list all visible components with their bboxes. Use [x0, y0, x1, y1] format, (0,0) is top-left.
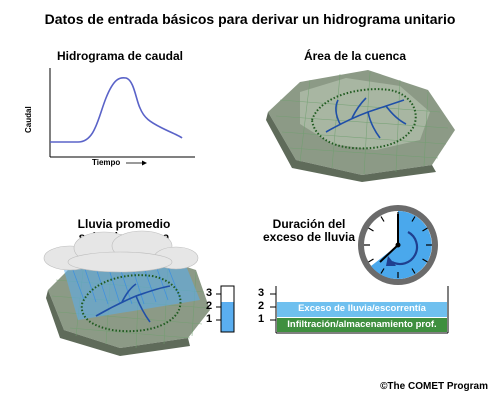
rain-title-line1: Lluvia promedio: [77, 217, 171, 231]
clock-rotation-arrow: [391, 231, 419, 266]
gauge-tick-3: 3: [206, 287, 213, 299]
hydrograph-title: Hidrograma de caudal: [56, 49, 184, 63]
excess-bar-fill: [277, 302, 447, 317]
scale-tick-2: 2: [258, 300, 265, 312]
basin-title: Área de la cuenca: [303, 49, 407, 63]
scale-tick-1: 1: [258, 313, 265, 325]
infiltration-bar-fill: [277, 318, 447, 332]
gauge-tick-1: 1: [206, 313, 213, 325]
copyright-notice: ©The COMET Program: [380, 381, 488, 392]
duration-title-line2: exceso de lluvia: [262, 230, 356, 244]
clock-elapsed-sector: [371, 211, 432, 279]
infiltration-label: Infiltración/almacenamiento prof.: [287, 319, 437, 330]
scale-tick-3: 3: [258, 287, 265, 299]
page-title: Datos de entrada básicos para derivar un…: [44, 11, 456, 27]
duration-title-line1: Duración del: [272, 217, 346, 231]
rain-gauge-fill: [221, 302, 234, 332]
gauge-tick-2: 2: [206, 300, 213, 312]
hydrograph-xlabel: Tiempo: [92, 158, 121, 167]
hydrograph-curve: [50, 76, 183, 143]
excess-label: Exceso de lluvia/escorrentía: [298, 303, 426, 314]
